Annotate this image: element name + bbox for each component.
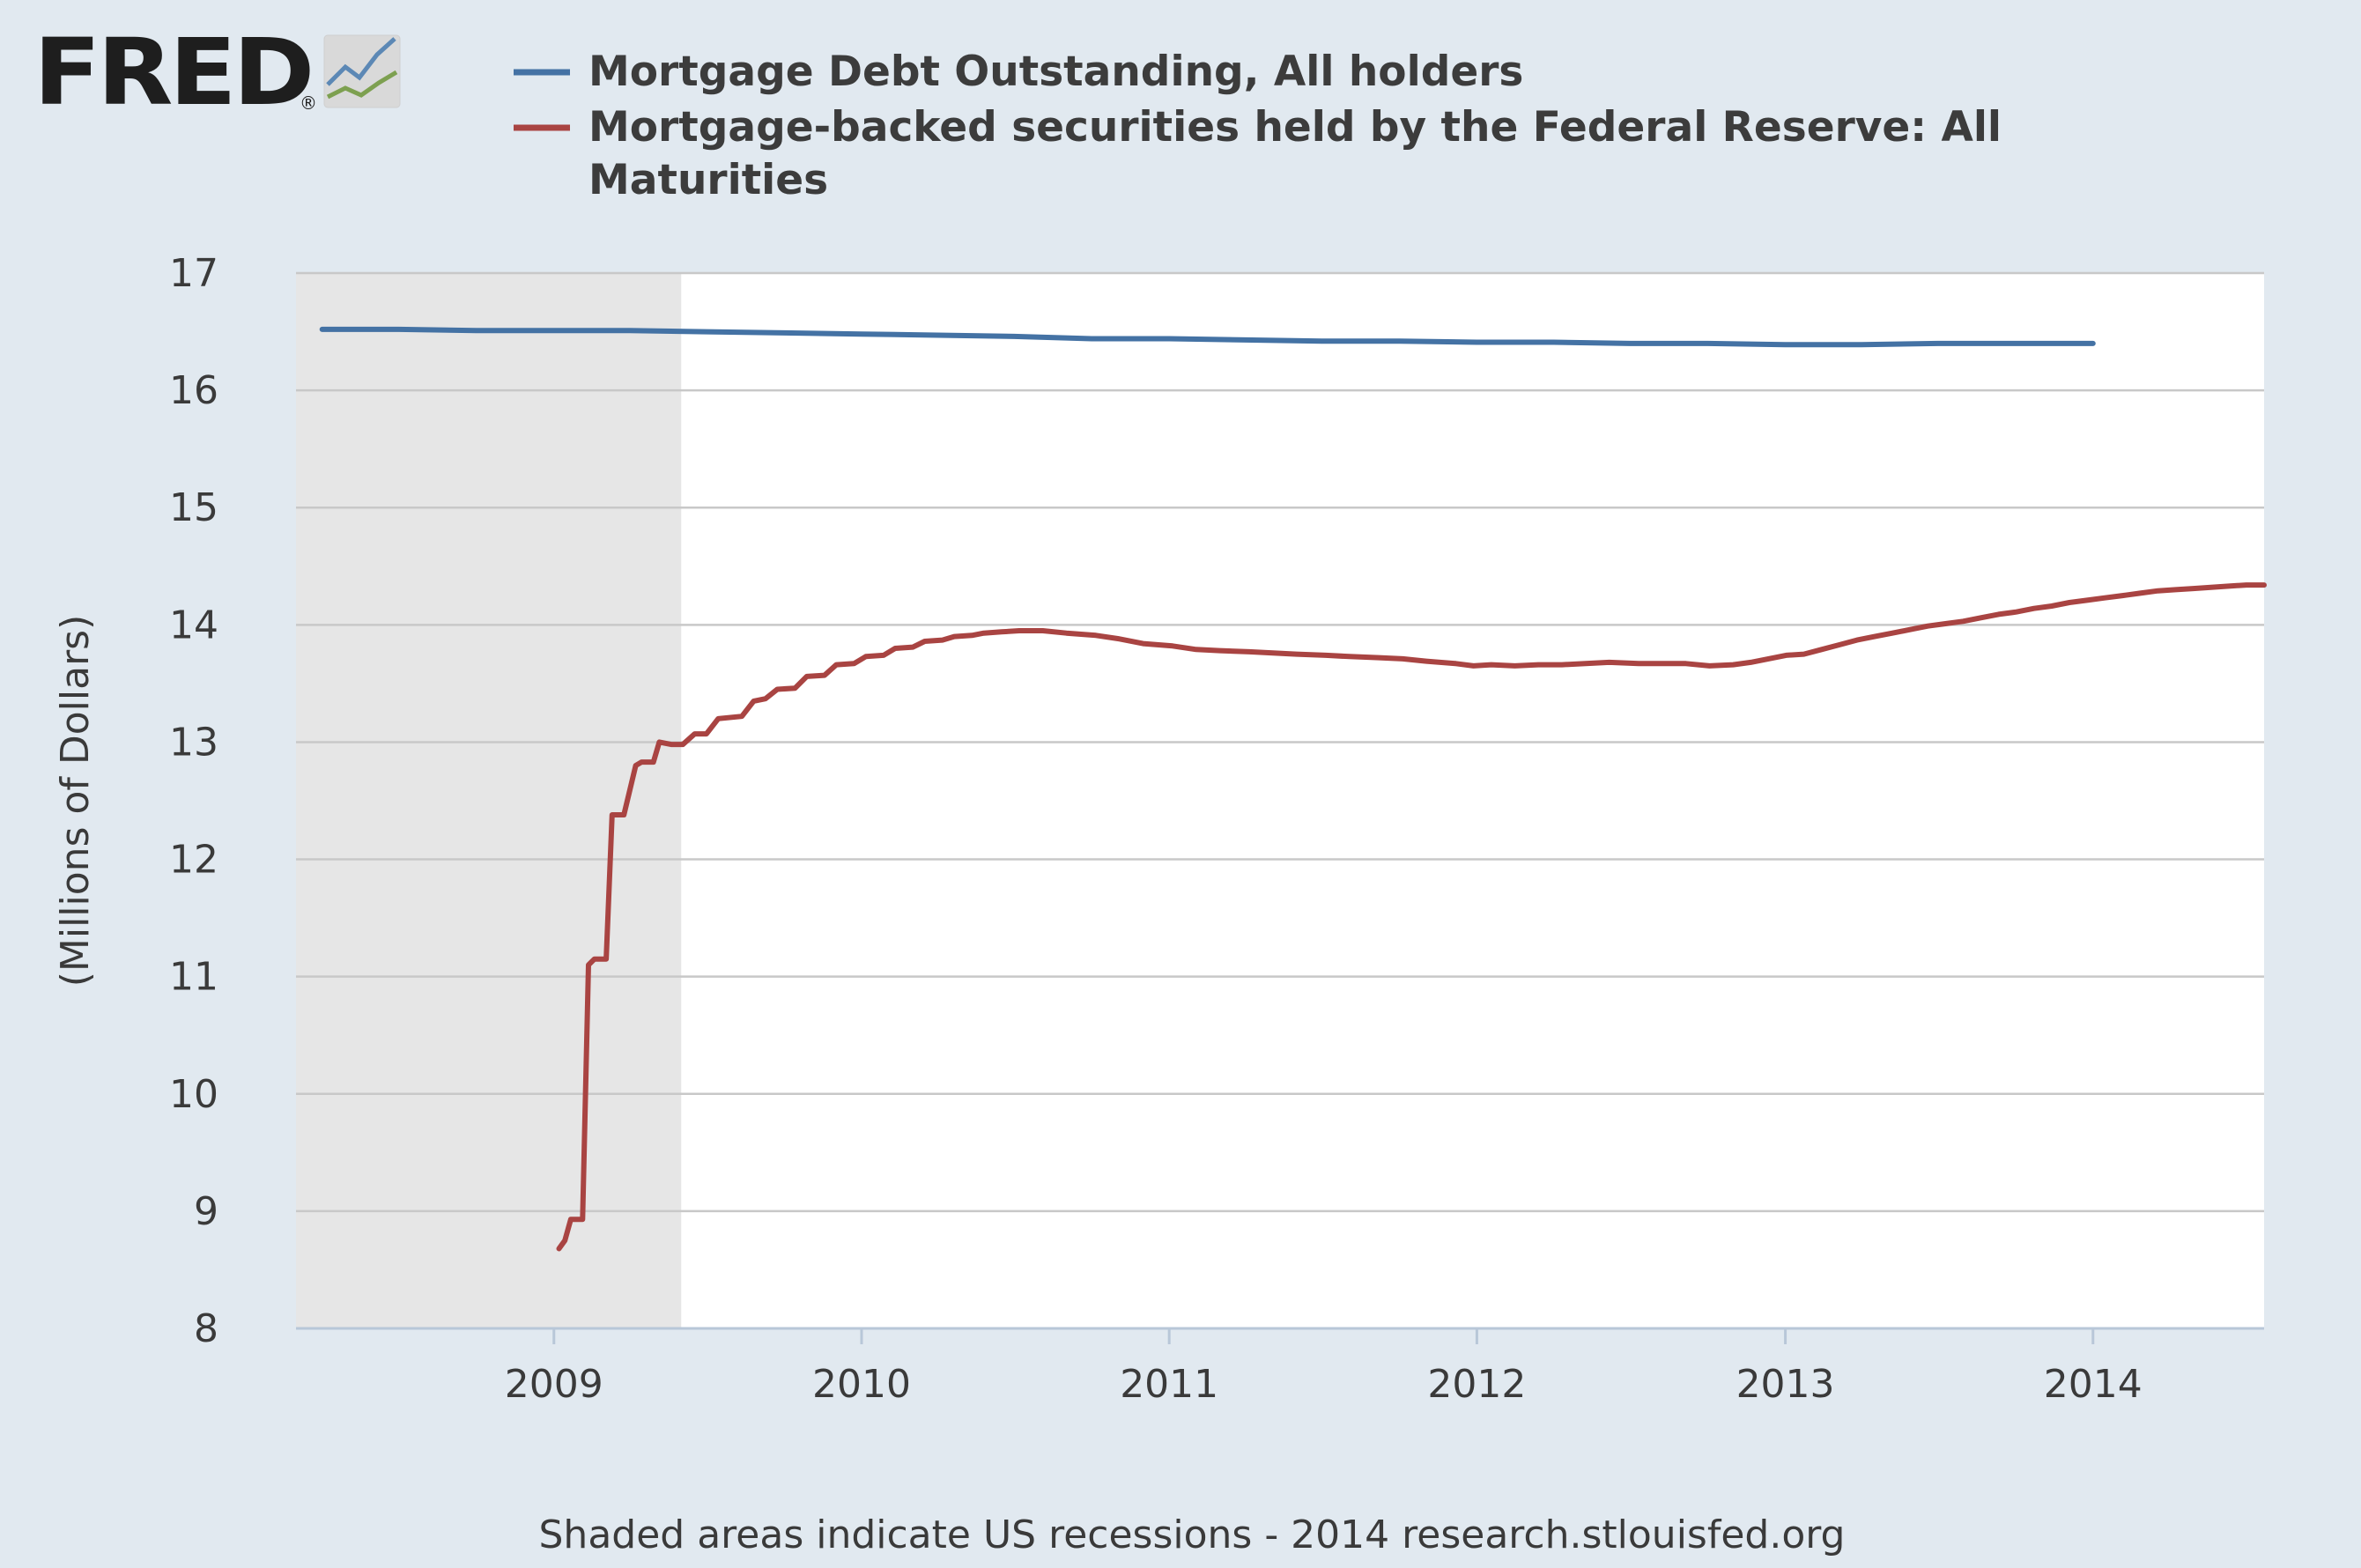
x-tick-label: 2010	[812, 1362, 911, 1407]
recession-shading	[296, 273, 682, 1328]
x-tick-label: 2011	[1120, 1362, 1218, 1407]
fred-logo-graph-icon	[323, 34, 401, 108]
y-tick-label: 17	[169, 251, 218, 296]
legend-label-mbs-line1: Mortgage-backed securities held by the F…	[588, 103, 2002, 152]
x-tick-label: 2014	[2044, 1362, 2143, 1407]
gridlines	[296, 271, 2264, 1330]
series-lines	[319, 326, 2267, 1252]
legend-label-mbs-line2: Maturities	[588, 156, 828, 204]
y-axis-ticks: 8 9 10 11 12 13 14 15 16 17	[169, 251, 218, 1351]
y-tick-label: 14	[169, 603, 218, 647]
x-tick-label: 2013	[1736, 1362, 1835, 1407]
y-tick-label: 11	[169, 955, 218, 1000]
y-tick-label: 9	[194, 1189, 218, 1234]
y-tick-label: 13	[169, 720, 218, 765]
registered-mark: ®	[300, 92, 317, 114]
legend: Mortgage Debt Outstanding, All holders M…	[514, 48, 2002, 204]
y-tick-label: 16	[169, 368, 218, 413]
series-line-mbs-fed	[556, 582, 2267, 1252]
footer-note: Shaded areas indicate US recessions - 20…	[539, 1513, 1846, 1557]
legend-label-mortgage-debt: Mortgage Debt Outstanding, All holders	[588, 48, 1523, 96]
y-tick-label: 8	[194, 1306, 218, 1351]
recession-band	[296, 273, 682, 1328]
x-axis-ticks: 2009 2010 2011 2012 2013 2014	[505, 1328, 2143, 1407]
y-tick-label: 15	[169, 485, 218, 530]
series-line-mortgage-debt	[319, 326, 2096, 348]
y-tick-label: 12	[169, 838, 218, 883]
fred-logo-text: FRED	[33, 18, 311, 126]
y-axis-title: (Millions of Dollars)	[53, 615, 98, 987]
x-tick-label: 2012	[1427, 1362, 1526, 1407]
x-tick-label: 2009	[505, 1362, 603, 1407]
fred-logo: FRED ®	[33, 18, 401, 126]
y-tick-label: 10	[169, 1072, 218, 1117]
